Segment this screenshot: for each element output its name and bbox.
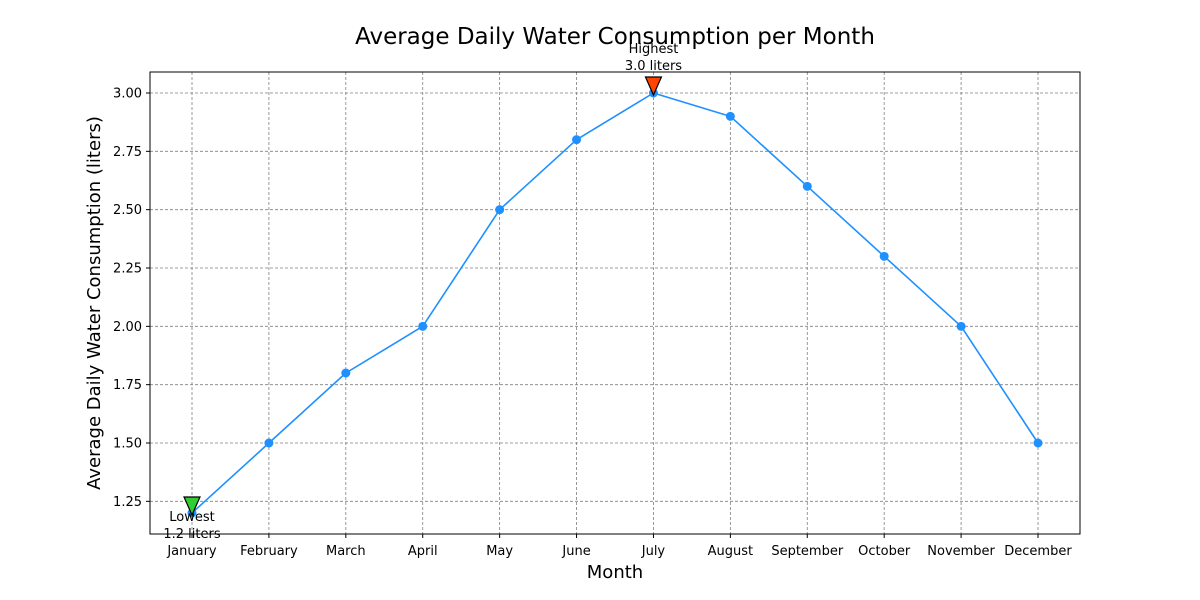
grid	[150, 72, 1080, 534]
y-tick-label: 1.75	[113, 378, 142, 393]
annotation-label-value: 3.0 liters	[625, 59, 682, 74]
x-tick-label: November	[927, 544, 995, 559]
annotations: Highest 3.0 liters Lowest 1.2 liters	[163, 42, 682, 542]
y-tick-label: 2.25	[113, 262, 142, 277]
x-tick-label: May	[486, 544, 513, 559]
y-tick-label: 3.00	[113, 87, 142, 102]
x-tick-label: April	[408, 544, 438, 559]
axis-ticks: January February March April May June July Augu…	[113, 87, 1072, 560]
data-point	[495, 205, 505, 215]
data-point	[802, 181, 812, 191]
chart-title: Average Daily Water Consumption per Mont…	[355, 24, 875, 50]
annotation-label-title: Lowest	[169, 510, 214, 525]
x-tick-label: September	[771, 544, 844, 559]
x-tick-label: December	[1004, 544, 1072, 559]
plot-frame	[149, 71, 1081, 535]
annotation-marker-icon	[183, 496, 201, 517]
y-axis-label: Average Daily Water Consumption (liters)	[84, 116, 105, 490]
data-point	[725, 111, 735, 121]
x-tick-label: February	[240, 544, 298, 559]
series	[187, 88, 1043, 518]
data-point	[879, 251, 889, 261]
y-tick-label: 2.50	[113, 203, 142, 218]
series-line	[191, 92, 1039, 514]
x-tick-label: March	[326, 544, 366, 559]
data-point	[264, 438, 274, 448]
data-point	[1033, 438, 1043, 448]
annotation-marker-icon	[644, 76, 663, 97]
data-point	[956, 321, 966, 331]
x-tick-label: October	[858, 544, 911, 559]
x-axis-label: Month	[587, 562, 643, 583]
x-tick-label: January	[166, 544, 217, 559]
x-tick-label: June	[561, 544, 590, 559]
data-point	[341, 368, 351, 378]
y-tick-label: 2.00	[113, 320, 142, 335]
y-tick-label: 2.75	[113, 145, 142, 160]
annotation-label-value: 1.2 liters	[163, 527, 220, 542]
data-point	[418, 321, 428, 331]
y-tick-label: 1.50	[113, 437, 142, 452]
y-tick-label: 1.25	[113, 495, 142, 510]
x-tick-label: August	[708, 544, 754, 559]
x-tick-label: July	[641, 544, 666, 559]
data-point	[572, 135, 582, 145]
annotation-label-title: Highest	[629, 42, 679, 57]
